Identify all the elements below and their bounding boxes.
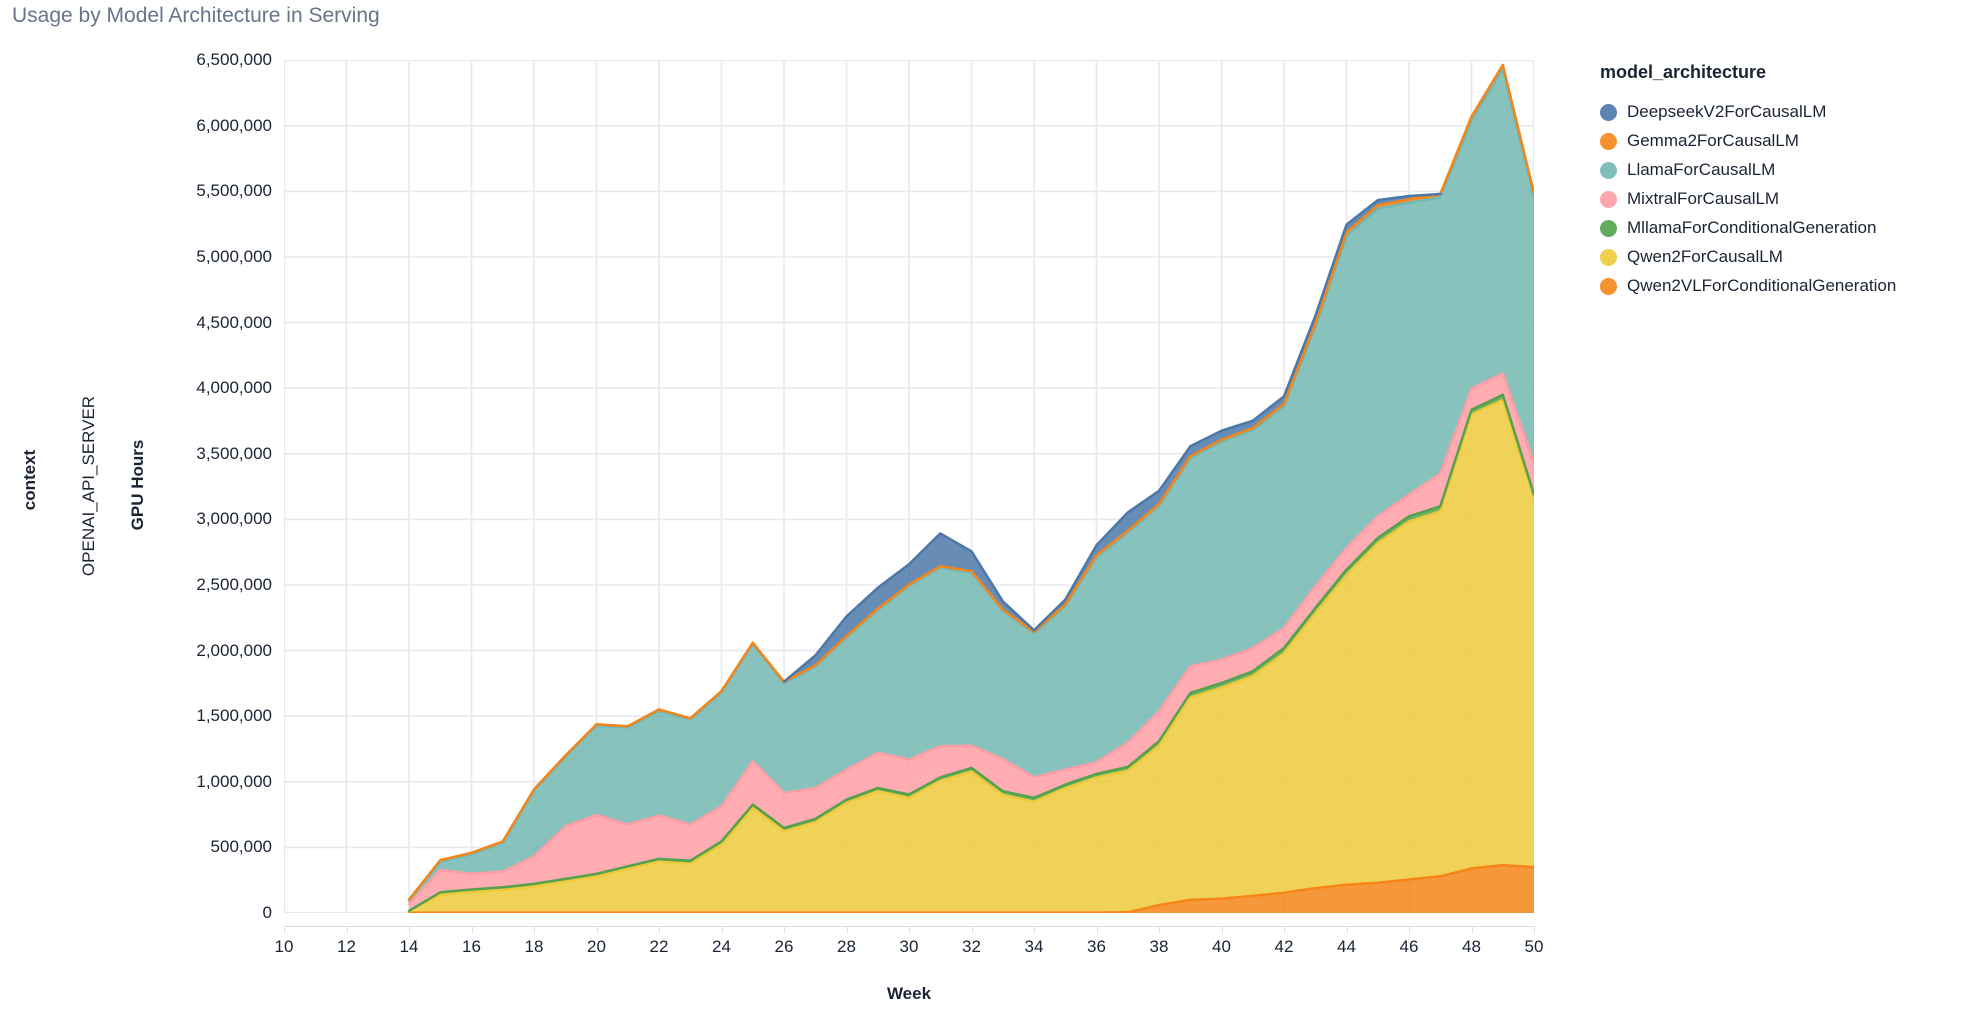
legend-label: MixtralForCausalLM bbox=[1627, 189, 1780, 208]
y-tick-label: 4,000,000 bbox=[196, 378, 272, 398]
legend-label: DeepseekV2ForCausalLM bbox=[1627, 102, 1827, 121]
legend-swatch-icon bbox=[1600, 248, 1617, 266]
x-tick-label: 16 bbox=[462, 937, 481, 956]
y-tick-label: 5,000,000 bbox=[196, 247, 272, 266]
legend-swatch-icon bbox=[1600, 219, 1617, 237]
line-Qwen2VLForConditionalGeneration bbox=[407, 863, 1534, 913]
x-tick-mark bbox=[1096, 926, 1098, 933]
x-tick-mark bbox=[1284, 926, 1285, 933]
x-tick-label: 36 bbox=[1087, 937, 1106, 956]
legend-item-MixtralForCausalLM[interactable]: MixtralForCausalLM bbox=[1600, 189, 1970, 208]
x-tick-label: 26 bbox=[774, 937, 794, 956]
y-tick-label: 2,500,000 bbox=[196, 575, 272, 594]
legend-item-MllamaForConditionalGeneration[interactable]: MllamaForConditionalGeneration bbox=[1600, 218, 1970, 237]
panel-title: Usage by Model Architecture in Serving bbox=[12, 4, 380, 27]
legend-swatch-icon bbox=[1600, 277, 1617, 295]
line-Gemma2ForCausalLM bbox=[407, 63, 1534, 901]
x-tick-label: 24 bbox=[712, 937, 731, 956]
x-tick-label: 30 bbox=[899, 937, 919, 956]
x-tick-mark bbox=[1221, 926, 1223, 933]
x-tick-label: 18 bbox=[524, 937, 544, 956]
facet-value-label: OPENAI_API_SERVER bbox=[79, 395, 98, 577]
x-tick-mark bbox=[596, 926, 598, 933]
y-tick-label: 5,500,000 bbox=[196, 181, 272, 201]
legend-swatch-icon bbox=[1600, 132, 1617, 150]
plot-area bbox=[284, 60, 1534, 913]
x-tick-label: 38 bbox=[1149, 937, 1169, 956]
x-tick-mark bbox=[659, 926, 660, 933]
line-MllamaForConditionalGeneration bbox=[407, 393, 1534, 913]
legend-swatch-icon bbox=[1600, 103, 1617, 121]
y-tick-label: 500,000 bbox=[210, 837, 272, 857]
x-tick-label: 44 bbox=[1337, 937, 1356, 956]
legend-label: Qwen2VLForConditionalGeneration bbox=[1627, 276, 1897, 295]
legend-swatch-icon bbox=[1600, 161, 1617, 179]
y-tick-label: 0 bbox=[262, 903, 272, 922]
legend: model_architecture DeepseekV2ForCausalLM… bbox=[1600, 62, 1970, 306]
x-tick-label: 20 bbox=[587, 937, 606, 956]
x-tick-mark bbox=[846, 926, 848, 933]
x-tick-mark bbox=[346, 926, 348, 933]
area-LlamaForCausalLM bbox=[409, 68, 1534, 905]
area-Qwen2VLForConditionalGeneration bbox=[409, 865, 1534, 913]
legend-title: model_architecture bbox=[1600, 62, 1767, 82]
y-tick-label: 3,000,000 bbox=[196, 509, 272, 529]
x-tick-mark bbox=[721, 926, 723, 933]
x-tick-mark bbox=[971, 926, 973, 933]
line-Qwen2ForCausalLM bbox=[407, 398, 1534, 913]
x-tick-label: 28 bbox=[837, 937, 856, 956]
x-tick-mark bbox=[1034, 926, 1035, 933]
x-tick-label: 46 bbox=[1399, 937, 1419, 956]
y-tick-label: 1,500,000 bbox=[196, 706, 272, 726]
line-DeepseekV2ForCausalLM bbox=[782, 192, 1442, 683]
x-tick-mark bbox=[909, 926, 910, 933]
x-tick-mark bbox=[409, 926, 410, 933]
legend-item-LlamaForCausalLM[interactable]: LlamaForCausalLM bbox=[1600, 160, 1970, 179]
legend-label: MllamaForConditionalGeneration bbox=[1627, 218, 1877, 237]
x-tick-mark bbox=[1346, 926, 1348, 933]
x-tick-mark bbox=[1159, 926, 1160, 933]
line-MixtralForCausalLM bbox=[407, 372, 1534, 906]
x-tick-label: 48 bbox=[1462, 937, 1481, 956]
legend-item-DeepseekV2ForCausalLM[interactable]: DeepseekV2ForCausalLM bbox=[1600, 102, 1970, 121]
area-Qwen2ForCausalLM bbox=[409, 400, 1534, 913]
x-tick-label: 42 bbox=[1274, 937, 1294, 956]
x-tick-label: 32 bbox=[962, 937, 981, 956]
y-tick-label: 4,500,000 bbox=[196, 312, 272, 332]
legend-item-Gemma2ForCausalLM[interactable]: Gemma2ForCausalLM bbox=[1600, 131, 1970, 150]
y-tick-label: 6,000,000 bbox=[196, 115, 272, 135]
x-tick-mark bbox=[284, 926, 285, 933]
area-DeepseekV2ForCausalLM bbox=[784, 194, 1441, 682]
legend-label: Gemma2ForCausalLM bbox=[1627, 131, 1799, 150]
x-tick-mark bbox=[1534, 926, 1535, 933]
x-tick-label: 40 bbox=[1212, 937, 1231, 956]
x-tick-label: 14 bbox=[399, 937, 419, 956]
x-tick-label: 12 bbox=[337, 937, 356, 956]
legend-label: Qwen2ForCausalLM bbox=[1627, 247, 1783, 266]
x-tick-mark bbox=[534, 926, 535, 933]
x-tick-mark bbox=[1409, 926, 1410, 933]
x-tick-mark bbox=[1471, 926, 1473, 933]
y-tick-label: 1,000,000 bbox=[196, 771, 272, 791]
legend-item-Qwen2VLForConditionalGeneration[interactable]: Qwen2VLForConditionalGeneration bbox=[1600, 276, 1970, 295]
legend-label: LlamaForCausalLM bbox=[1627, 160, 1776, 179]
x-tick-label: 10 bbox=[274, 937, 294, 956]
facet-field-label: context bbox=[20, 449, 39, 511]
x-tick-mark bbox=[471, 926, 473, 933]
x-axis-title: Week bbox=[886, 984, 932, 1003]
legend-swatch-icon bbox=[1600, 190, 1617, 208]
x-tick-label: 50 bbox=[1524, 937, 1544, 956]
y-tick-label: 3,500,000 bbox=[196, 443, 272, 463]
x-tick-label: 22 bbox=[649, 937, 669, 956]
x-tick-label: 34 bbox=[1024, 937, 1044, 956]
y-tick-label: 2,000,000 bbox=[196, 640, 272, 660]
legend-item-Qwen2ForCausalLM[interactable]: Qwen2ForCausalLM bbox=[1600, 247, 1970, 266]
y-tick-label: 6,500,000 bbox=[196, 50, 272, 70]
x-tick-mark bbox=[784, 926, 785, 933]
